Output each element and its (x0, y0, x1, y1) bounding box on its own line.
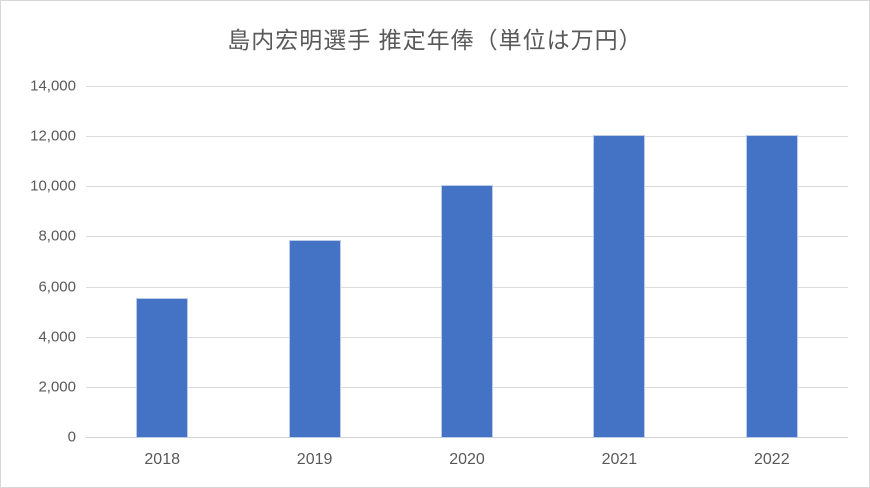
x-tick-label-2019: 2019 (296, 451, 333, 468)
y-tick-label: 10,000 (30, 177, 76, 195)
bar-2021 (594, 136, 645, 437)
gridline-12000 (86, 136, 848, 138)
y-tick-label: 8,000 (38, 227, 76, 245)
gridline-0 (86, 437, 848, 438)
y-tick-label: 2,000 (38, 378, 76, 396)
bars-container (86, 86, 848, 437)
y-axis-labels: 0 2,000 4,000 6,000 8,000 10,000 12,000 14,000 (1, 78, 76, 446)
plot-area (86, 86, 848, 438)
x-axis-labels: 2018 2019 2020 2021 2022 (86, 451, 848, 475)
y-tick-label: 0 (67, 428, 76, 446)
y-tick-label: 14,000 (30, 77, 76, 95)
y-tick-label: 12,000 (30, 127, 76, 145)
y-tick-label: 4,000 (38, 328, 76, 346)
x-tick-label-2018: 2018 (144, 451, 180, 468)
bar-2019 (289, 241, 340, 437)
x-tick-label-2022: 2022 (754, 451, 790, 468)
gridline-14000 (86, 86, 848, 87)
bar-2022 (746, 136, 797, 437)
x-tick-label-2021: 2021 (601, 451, 638, 468)
x-tick-label-2020: 2020 (449, 451, 485, 468)
chart-title: 島内宏明選手 推定年俸（単位は万円） (227, 27, 643, 53)
y-tick-label: 6,000 (38, 278, 76, 296)
bar-2018 (137, 299, 188, 437)
bar-2020 (442, 186, 492, 437)
